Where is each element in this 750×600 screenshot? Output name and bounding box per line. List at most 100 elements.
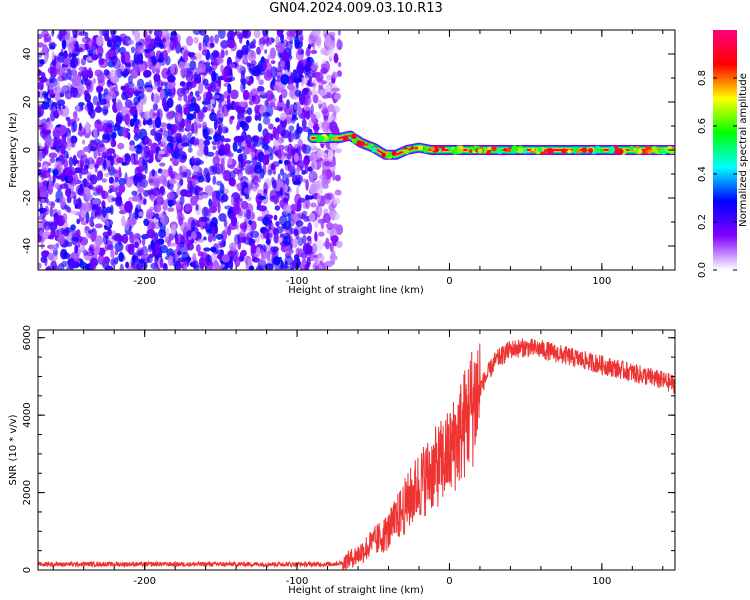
noise-speckle [221,254,230,263]
noise-speckle [38,91,41,98]
noise-speckle [170,30,177,37]
noise-speckle [335,240,343,248]
noise-speckle [208,165,216,176]
signal-track-blob [600,149,604,153]
colorbar-tick-label: 0.2 [697,214,708,230]
noise-speckle [305,244,313,255]
noise-speckle [73,34,78,39]
noise-speckle [309,141,316,150]
noise-speckle [152,93,160,104]
noise-speckle [220,39,229,49]
noise-speckle [311,114,317,124]
noise-speckle [39,229,44,237]
noise-speckle [328,203,335,211]
signal-track-blob [576,149,581,154]
noise-speckle [116,157,124,164]
noise-speckle [104,32,110,42]
noise-speckle [192,138,197,146]
noise-speckle [143,147,150,152]
noise-speckle [51,30,55,37]
noise-speckle [49,157,56,164]
noise-speckle [237,111,242,119]
noise-speckle [235,105,242,114]
noise-speckle [138,59,144,65]
noise-speckle [47,252,54,261]
signal-track-blob [386,152,392,158]
noise-speckle [62,213,68,224]
noise-speckle [260,111,270,118]
noise-speckle [102,135,111,144]
x-tick-label: 0 [446,576,452,587]
noise-speckle [143,198,147,205]
noise-speckle [193,71,199,82]
noise-speckle [166,192,175,201]
noise-speckle [250,243,257,254]
noise-speckle [107,60,115,68]
noise-speckle [148,150,154,157]
noise-speckle [78,31,88,37]
noise-speckle [175,112,182,123]
noise-speckle [94,223,103,229]
noise-speckle [198,256,206,268]
noise-speckle [189,183,198,194]
snr-series-line [38,338,675,570]
noise-speckle [267,233,273,238]
noise-speckle [87,67,93,79]
noise-speckle [169,242,177,247]
noise-speckle [308,34,314,44]
noise-speckle [162,49,168,60]
noise-speckle [237,153,244,163]
noise-speckle [42,44,48,55]
noise-speckle [137,249,144,256]
noise-speckle [275,221,280,227]
noise-speckle [90,231,97,243]
noise-speckle [220,196,225,204]
noise-speckle [39,212,43,219]
noise-speckle [79,168,89,175]
noise-speckle [57,263,65,270]
noise-speckle [212,250,219,255]
noise-speckle [286,35,295,41]
noise-speckle [300,226,309,235]
noise-speckle [301,210,308,216]
noise-speckle [155,195,165,206]
noise-speckle [166,111,176,119]
noise-speckle [114,257,119,265]
noise-speckle [301,169,307,175]
noise-speckle [203,139,211,146]
signal-track-blob [381,152,387,158]
noise-speckle [113,152,117,159]
noise-speckle [297,237,304,247]
noise-speckle [146,208,154,220]
colorbar-tick-label: 0.4 [697,166,708,182]
noise-speckle [83,201,92,213]
noise-speckle [186,35,194,47]
noise-speckle [89,218,94,227]
noise-speckle [92,78,96,84]
noise-speckle [311,162,315,170]
signal-track-blob [418,145,424,151]
signal-track-blob [546,147,554,155]
noise-speckle [291,30,296,36]
y-tick-label: 0 [22,147,33,153]
noise-speckle [43,144,49,156]
noise-speckle [84,187,90,195]
noise-speckle [82,139,86,145]
noise-speckle [129,231,135,244]
noise-speckle [168,179,177,184]
noise-speckle [38,52,43,59]
noise-speckle [138,211,144,217]
noise-speckle [189,60,197,71]
noise-speckle [201,194,209,199]
noise-speckle [97,255,105,265]
noise-speckle [86,99,92,110]
noise-speckle [103,69,110,76]
noise-speckle [264,132,271,144]
noise-speckle [179,189,189,197]
noise-speckle [293,78,302,83]
noise-speckle [102,205,107,218]
noise-speckle [319,89,326,97]
noise-speckle [302,234,307,245]
noise-speckle [153,73,161,83]
noise-speckle [253,165,263,174]
